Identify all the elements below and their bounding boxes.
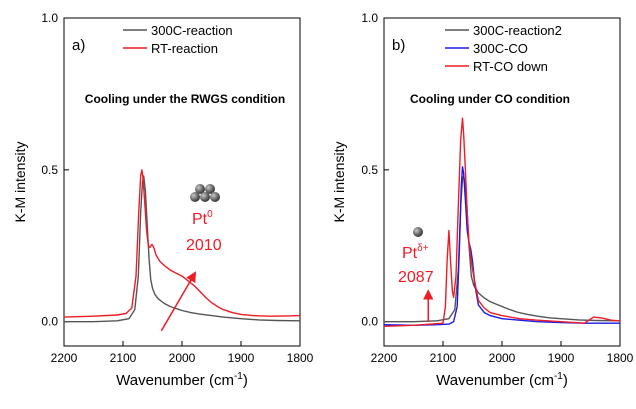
x-ticks: 2200 2100 2000 1900 1800: [371, 341, 634, 365]
x-axis-label-text: Wavenumber (cm: [436, 372, 554, 389]
legend-label-0: 300C-reaction2: [473, 23, 562, 38]
y-tick-label: 1.0: [41, 11, 58, 25]
series-lines: [63, 169, 301, 323]
series-lines: [383, 117, 621, 327]
x-tick-label: 2200: [51, 351, 78, 365]
x-axis-label-sup: -1: [554, 371, 563, 382]
series-line-2: [383, 117, 621, 327]
species-sup: δ+: [417, 243, 429, 254]
chart-title: Cooling under CO condition: [410, 92, 570, 106]
y-tick-label: 0.5: [41, 163, 58, 177]
x-axis-label: Wavenumber (cm-1): [436, 371, 568, 389]
x-tick-label: 1900: [228, 351, 255, 365]
series-line-0: [64, 175, 301, 323]
x-axis-label-text: Wavenumber (cm: [116, 372, 234, 389]
y-ticks: 0.0 0.5 1.0: [41, 11, 69, 329]
x-axis-label-close: ): [243, 372, 248, 389]
y-axis-label: K-M intensity: [12, 142, 28, 223]
annotation-arrow: [160, 271, 197, 332]
species-label: Pt0: [192, 209, 213, 228]
y-tick-label: 0.5: [361, 163, 378, 177]
x-tick-label: 2000: [169, 351, 196, 365]
y-axis-label: K-M intensity: [331, 142, 347, 223]
x-tick-label: 2100: [430, 351, 457, 365]
legend-label-1: RT-reaction: [151, 41, 218, 56]
species-base: Pt: [192, 211, 208, 228]
species-label: Ptδ+: [402, 243, 429, 262]
x-tick-label: 2200: [371, 351, 398, 365]
legend: 300C-reaction2 300C-CO RT-CO down: [445, 23, 562, 74]
x-tick-label: 2100: [110, 351, 137, 365]
panel-b: 2200 2100 2000 1900 1800 0.0 0.5 1.0 b) Coolin…: [331, 11, 634, 389]
wavenumber-label: 2010: [186, 237, 222, 254]
y-tick-label: 0.0: [41, 315, 58, 329]
legend-label-1: 300C-CO: [473, 41, 528, 56]
y-tick-label: 0.0: [361, 315, 378, 329]
panel-label: a): [72, 37, 85, 54]
legend-label-2: RT-CO down: [473, 59, 548, 74]
x-tick-label: 1800: [287, 351, 314, 365]
x-axis-label-sup: -1: [234, 371, 243, 382]
species-sup: 0: [207, 209, 213, 220]
pt-atom-icon: [413, 227, 423, 237]
x-tick-label: 1900: [548, 351, 575, 365]
panel-a: 2200 2100 2000 1900 1800 0.0 0.5 1.0 a) Coolin…: [12, 11, 314, 389]
chart-title: Cooling under the RWGS condition: [85, 92, 285, 106]
pt-cluster-icon: [190, 184, 220, 202]
series-line-1: [63, 169, 301, 318]
x-axis-label: Wavenumber (cm-1): [116, 371, 248, 389]
legend-label-0: 300C-reaction: [151, 23, 233, 38]
species-base: Pt: [402, 245, 418, 262]
y-ticks: 0.0 0.5 1.0: [361, 11, 389, 329]
y-tick-label: 1.0: [361, 11, 378, 25]
x-tick-label: 2000: [489, 351, 516, 365]
x-axis-label-close: ): [563, 372, 568, 389]
panel-label: b): [392, 37, 405, 54]
x-ticks: 2200 2100 2000 1900 1800: [51, 341, 314, 365]
wavenumber-label: 2087: [398, 269, 434, 286]
legend: 300C-reaction RT-reaction: [123, 23, 233, 56]
x-tick-label: 1800: [607, 351, 634, 365]
